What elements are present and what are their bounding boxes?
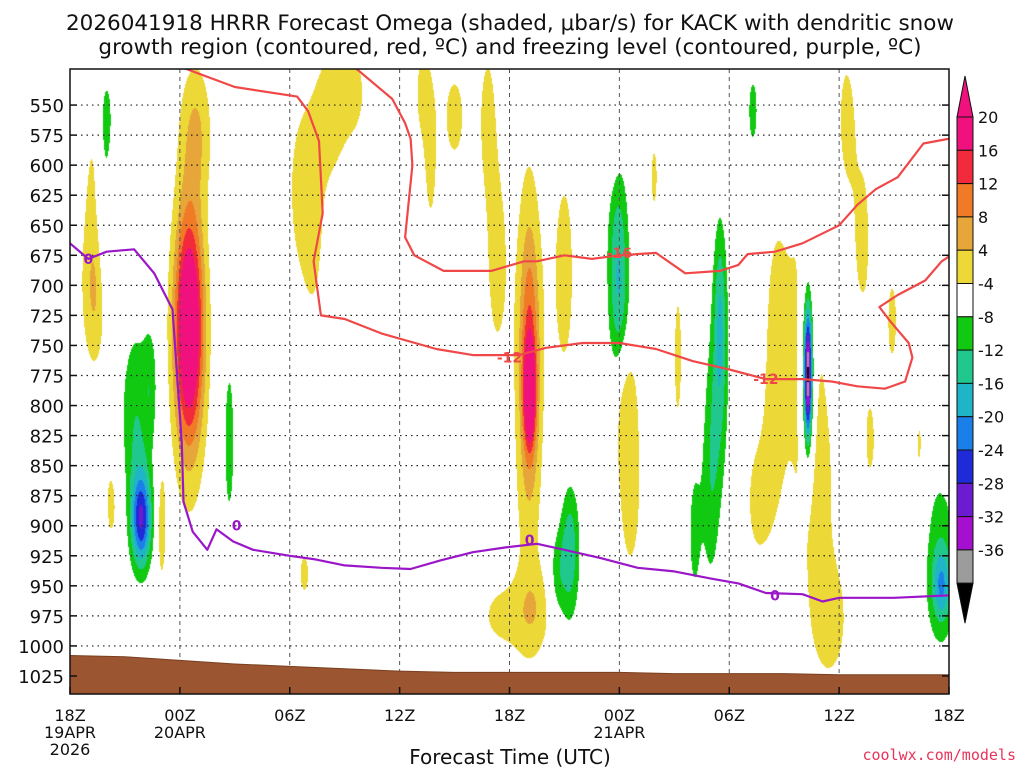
y-tick-label: 750 bbox=[30, 336, 64, 357]
colorbar-swatch bbox=[956, 349, 974, 384]
colorbar-swatch bbox=[956, 283, 974, 318]
y-tick-label: 950 bbox=[30, 577, 64, 598]
colorbar-swatch bbox=[956, 416, 974, 451]
contours: -12 -12 -16 0 0 0 0 bbox=[70, 69, 949, 604]
colorbar-swatch bbox=[956, 316, 974, 351]
x-tick-date-label: 19APR bbox=[44, 723, 96, 742]
x-tick-label: 12Z bbox=[384, 706, 415, 725]
dgz-minus12-contour-line bbox=[183, 69, 949, 390]
freezing-level-contour-label: 0 bbox=[83, 252, 93, 268]
freezing-level-contour-label: 0 bbox=[770, 588, 780, 604]
y-tick-label: 725 bbox=[30, 306, 64, 327]
x-tick-label: 00Z bbox=[604, 706, 635, 725]
colorbar-swatch bbox=[956, 516, 974, 551]
y-tick-label: 825 bbox=[30, 427, 64, 448]
x-tick-label: 06Z bbox=[274, 706, 305, 725]
credit-text: coolwx.com/models bbox=[862, 746, 1016, 764]
plot-area: -12 -12 -16 0 0 0 0 bbox=[69, 68, 950, 695]
colorbar-swatch bbox=[956, 149, 974, 185]
colorbar-swatch bbox=[956, 116, 974, 151]
y-tick-label: 875 bbox=[30, 487, 64, 508]
colorbar-label: 4 bbox=[978, 241, 988, 260]
y-axis: 550 575 600 625 650 675 700 725 750 775 800 825 850 8… bbox=[18, 96, 949, 688]
colorbar-top-arrow bbox=[956, 75, 974, 118]
y-tick-label: 700 bbox=[30, 276, 64, 297]
freezing-level-contour-label: 0 bbox=[232, 519, 242, 535]
x-tick-label: 12Z bbox=[823, 706, 854, 725]
dgz-minus16-contour-line bbox=[354, 69, 949, 275]
colorbar-swatch bbox=[956, 482, 974, 518]
colorbar-label: -28 bbox=[978, 474, 1004, 493]
colorbar-label: -12 bbox=[978, 341, 1004, 360]
y-tick-label: 1025 bbox=[18, 667, 64, 688]
dgz-minus16-contour-label: -16 bbox=[607, 246, 632, 262]
x-tick-label: 06Z bbox=[714, 706, 745, 725]
x-tick-year-label: 2026 bbox=[50, 740, 91, 759]
colorbar-label: -4 bbox=[978, 275, 994, 294]
colorbar-label: 20 bbox=[978, 108, 998, 127]
x-tick-date-label: 20APR bbox=[154, 723, 206, 742]
y-tick-label: 675 bbox=[30, 246, 64, 267]
dgz-minus12-contour-label: -12 bbox=[753, 372, 778, 388]
colorbar-label: 12 bbox=[978, 175, 998, 194]
y-tick-label: 925 bbox=[30, 547, 64, 568]
x-tick-label: 18Z bbox=[494, 706, 525, 725]
y-tick-label: 650 bbox=[30, 216, 64, 237]
colorbar-label: -8 bbox=[978, 308, 994, 327]
freezing-level-contour-line bbox=[70, 242, 949, 603]
y-tick-label: 850 bbox=[30, 457, 64, 478]
y-tick-label: 625 bbox=[30, 186, 64, 207]
colorbar-label: 16 bbox=[978, 141, 998, 160]
colorbar-label: 8 bbox=[978, 208, 988, 227]
colorbar-swatch bbox=[956, 549, 974, 584]
x-axis-label: Forecast Time (UTC) bbox=[409, 745, 611, 768]
y-tick-label: 900 bbox=[30, 517, 64, 538]
x-tick-label: 00Z bbox=[164, 706, 195, 725]
y-tick-label: 800 bbox=[30, 397, 64, 418]
colorbar: 20 16 12 8 4 -4 -8 -12 -16 -20 -24 -28 -32 -36 bbox=[956, 75, 1004, 624]
colorbar-bottom-arrow bbox=[956, 582, 974, 624]
x-tick-label: 18Z bbox=[933, 706, 964, 725]
colorbar-label: -36 bbox=[978, 541, 1004, 560]
y-tick-label: 975 bbox=[30, 607, 64, 628]
x-tick-label: 18Z bbox=[54, 706, 85, 725]
colorbar-label: -16 bbox=[978, 374, 1004, 393]
x-tick-date-label: 21APR bbox=[593, 723, 645, 742]
dgz-minus12-contour-label: -12 bbox=[497, 350, 522, 366]
colorbar-label: -20 bbox=[978, 408, 1004, 427]
y-tick-label: 1000 bbox=[18, 637, 64, 658]
terrain-fill bbox=[70, 655, 949, 694]
y-tick-label: 575 bbox=[30, 126, 64, 147]
y-tick-label: 600 bbox=[30, 156, 64, 177]
colorbar-swatch bbox=[956, 249, 974, 284]
colorbar-swatch bbox=[956, 382, 974, 418]
freezing-level-contour-label: 0 bbox=[525, 533, 535, 549]
chart-title-line1: 2026041918 HRRR Forecast Omega (shaded, … bbox=[66, 11, 954, 36]
colorbar-swatch bbox=[956, 449, 974, 484]
colorbar-swatch bbox=[956, 216, 974, 251]
colorbar-label: -24 bbox=[978, 441, 1004, 460]
colorbar-swatch bbox=[956, 183, 974, 218]
y-tick-label: 775 bbox=[30, 366, 64, 387]
colorbar-label: -32 bbox=[978, 508, 1004, 527]
y-tick-label: 550 bbox=[30, 96, 64, 117]
chart-title-line2: growth region (contoured, red, ºC) and f… bbox=[98, 35, 921, 60]
terrain bbox=[70, 655, 949, 694]
